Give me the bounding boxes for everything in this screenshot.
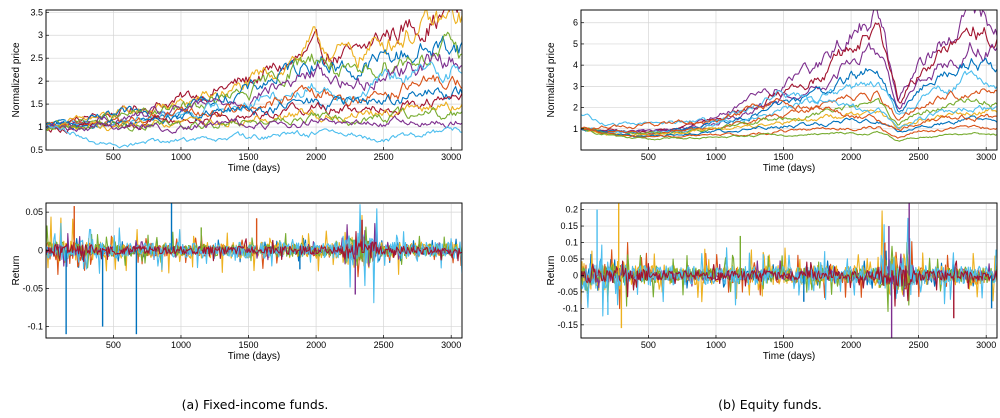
- series-group: [46, 203, 462, 335]
- x-tick-label: 500: [106, 340, 121, 350]
- y-tick-label: 2.5: [30, 53, 43, 63]
- y-tick-label: 1: [573, 124, 578, 134]
- x-tick-label: 500: [641, 152, 656, 162]
- series-line: [581, 42, 997, 134]
- plot-frame: [45, 202, 463, 339]
- series-group: [46, 10, 462, 149]
- y-tick-label: -0.05: [557, 287, 578, 297]
- y-tick-label: -0.1: [27, 322, 43, 332]
- x-tick-label: 2000: [306, 340, 326, 350]
- y-axis-label: Return: [546, 255, 557, 285]
- series-line: [46, 204, 462, 304]
- x-tick-label: 3000: [441, 152, 461, 162]
- x-tick-label: 1500: [239, 152, 259, 162]
- series-line: [581, 89, 997, 130]
- plot-frame: [580, 9, 998, 151]
- fixed-income-price-plot: 500 1000 1500 2000 2500 3000 0.5 1 1.5 2 2.5 3 3.5 Ti…: [11, 7, 463, 174]
- y-tick-label: -0.15: [557, 320, 578, 330]
- y-tick-label: 3: [573, 81, 578, 91]
- y-tick-label: 3.5: [30, 7, 43, 17]
- y-tick-label: 0.05: [25, 207, 43, 217]
- series-line: [581, 115, 997, 138]
- plot-frame: [580, 202, 998, 339]
- x-tick-label: 1000: [171, 152, 191, 162]
- x-tick-label: 2500: [374, 152, 394, 162]
- series-line: [46, 125, 462, 149]
- series-line: [46, 101, 462, 132]
- x-axis-label: Time (days): [763, 351, 815, 362]
- y-tick-label: 0.5: [30, 145, 43, 155]
- x-tick-label: 500: [106, 152, 121, 162]
- y-tick-label: 0: [573, 270, 578, 280]
- y-tick-label: 2: [573, 103, 578, 113]
- series-line: [46, 214, 462, 275]
- y-tick-label: 0.2: [565, 205, 578, 215]
- y-tick-label: 0.15: [560, 221, 578, 231]
- x-tick-label: 1500: [239, 340, 259, 350]
- series-line: [581, 98, 997, 132]
- series-line: [46, 106, 462, 132]
- x-axis-label: Time (days): [228, 351, 280, 362]
- y-tick-label: 0: [38, 245, 43, 255]
- y-axis-label: Normalized price: [546, 42, 557, 117]
- x-tick-label: 3000: [976, 340, 996, 350]
- x-tick-label: 500: [641, 340, 656, 350]
- x-tick-label: 2000: [841, 340, 861, 350]
- x-axis-label: Time (days): [228, 163, 280, 174]
- x-tick-label: 2000: [306, 152, 326, 162]
- x-tick-label: 2000: [841, 152, 861, 162]
- series-line: [581, 88, 997, 136]
- series-line: [581, 260, 997, 307]
- y-axis-label: Return: [11, 255, 22, 285]
- series-line: [581, 217, 997, 317]
- x-tick-label: 1000: [706, 152, 726, 162]
- series-line: [581, 22, 997, 133]
- y-tick-label: 4: [573, 60, 578, 70]
- x-tick-label: 1500: [774, 152, 794, 162]
- x-tick-label: 1000: [171, 340, 191, 350]
- plot-frame: [45, 9, 463, 151]
- y-tick-label: 5: [573, 39, 578, 49]
- y-tick-label: 0.05: [560, 254, 578, 264]
- equity-return-plot: 500 1000 1500 2000 2500 3000 -0.15 -0.1 -0.05 0 0.…: [546, 202, 998, 362]
- y-tick-label: 1.5: [30, 99, 43, 109]
- series-line: [46, 231, 462, 263]
- x-tick-label: 2500: [909, 152, 929, 162]
- x-axis-label: Time (days): [763, 163, 815, 174]
- series-group: [581, 10, 997, 142]
- x-tick-label: 3000: [441, 340, 461, 350]
- series-group: [581, 203, 997, 338]
- series-line: [581, 124, 997, 139]
- x-tick-label: 2500: [374, 340, 394, 350]
- caption-fixed-income: (a) Fixed-income funds.: [182, 397, 329, 412]
- y-tick-label: 0.1: [565, 238, 578, 248]
- series-line: [581, 97, 997, 137]
- y-tick-label: 6: [573, 18, 578, 28]
- x-tick-label: 2500: [909, 340, 929, 350]
- series-line: [46, 31, 462, 129]
- x-tick-label: 1000: [706, 340, 726, 350]
- caption-equity: (b) Equity funds.: [718, 397, 822, 412]
- series-line: [46, 115, 462, 134]
- y-tick-label: -0.1: [562, 303, 578, 313]
- y-tick-label: -0.05: [22, 283, 43, 293]
- x-tick-label: 1500: [774, 340, 794, 350]
- equity-price-plot: 500 1000 1500 2000 2500 3000 1 2 3 4 5 6 Time (days)…: [546, 9, 998, 174]
- fixed-income-return-plot: 500 1000 1500 2000 2500 3000 -0.1 -0.05 0 0.05 Tim…: [11, 202, 463, 362]
- series-line: [46, 74, 462, 128]
- series-line: [581, 127, 997, 142]
- y-tick-label: 2: [38, 76, 43, 86]
- y-axis-label: Normalized price: [11, 42, 22, 117]
- x-tick-label: 3000: [976, 152, 996, 162]
- y-tick-label: 3: [38, 30, 43, 40]
- y-tick-label: 1: [38, 122, 43, 132]
